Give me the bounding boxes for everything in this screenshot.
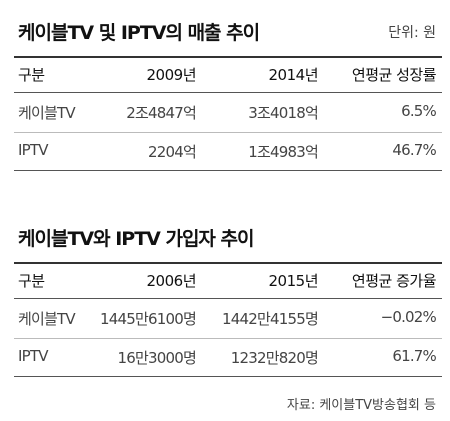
table-cell: 61.7%: [392, 347, 436, 365]
header-cell: 2009년: [146, 66, 197, 84]
table-cell: 케이블TV: [18, 104, 76, 122]
source-note: 자료: 케이블TV방송협회 등: [286, 398, 436, 413]
rule-row: [14, 338, 442, 339]
table-cell: 2204억: [148, 143, 197, 161]
table-cell: 6.5%: [401, 102, 437, 120]
table-cell: 1232만820명: [230, 349, 319, 367]
table-cell: 1조4983억: [248, 143, 319, 161]
table-cell: IPTV: [18, 141, 48, 159]
table-cell: 1442만4155명: [222, 310, 319, 328]
rule-top: [14, 56, 442, 58]
header-cell: 2006년: [146, 272, 197, 290]
table-cell: 3조4018억: [248, 104, 319, 122]
section-title: 케이블TV와 IPTV 가입자 추이: [18, 228, 254, 250]
rule-header: [14, 92, 442, 93]
header-cell: 연평균 성장률: [351, 66, 437, 84]
table-cell: IPTV: [18, 347, 48, 365]
table-cell: −0.02%: [380, 308, 437, 326]
table-cell: 1445만6100명: [100, 310, 197, 328]
rule-top: [14, 262, 442, 264]
table-cell: 16만3000명: [117, 349, 197, 367]
section-title: 케이블TV 및 IPTV의 매출 추이: [18, 22, 260, 44]
table-cell: 46.7%: [392, 141, 436, 159]
header-cell: 구분: [18, 66, 45, 84]
header-cell: 2015년: [268, 272, 319, 290]
rule-row: [14, 170, 442, 171]
rule-header: [14, 298, 442, 299]
table-cell: 2조4847억: [126, 104, 197, 122]
rule-row: [14, 376, 442, 377]
unit-label: 단위: 원: [388, 25, 436, 41]
header-cell: 연평균 증가율: [351, 272, 437, 290]
table-cell: 케이블TV: [18, 310, 76, 328]
rule-row: [14, 132, 442, 133]
header-cell: 구분: [18, 272, 45, 290]
header-cell: 2014년: [268, 66, 319, 84]
